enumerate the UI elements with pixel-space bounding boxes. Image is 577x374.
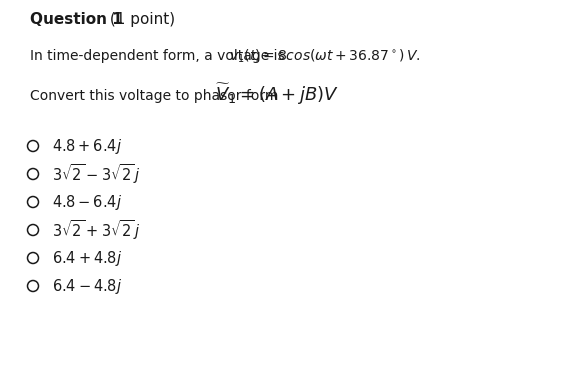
Text: $\widetilde{V}_1 = \left(A + jB\right) V$: $\widetilde{V}_1 = \left(A + jB\right) V… [215, 82, 339, 107]
Text: $v_1(t) = 8cos(\omega t + 36.87^\circ)\, V.$: $v_1(t) = 8cos(\omega t + 36.87^\circ)\,… [229, 47, 421, 65]
Text: $3\sqrt{2} + 3\sqrt{2}\,j$: $3\sqrt{2} + 3\sqrt{2}\,j$ [52, 218, 141, 242]
Text: $3\sqrt{2} - 3\sqrt{2}\,j$: $3\sqrt{2} - 3\sqrt{2}\,j$ [52, 162, 141, 186]
Text: $6.4 + 4.8j$: $6.4 + 4.8j$ [52, 248, 122, 267]
Text: Question 1: Question 1 [30, 12, 123, 27]
Text: $4.8 + 6.4j$: $4.8 + 6.4j$ [52, 137, 122, 156]
Text: In time-dependent form, a voltage is: In time-dependent form, a voltage is [30, 49, 289, 63]
Text: $4.8 - 6.4j$: $4.8 - 6.4j$ [52, 193, 122, 212]
Text: $6.4 - 4.8j$: $6.4 - 4.8j$ [52, 276, 122, 295]
Text: Convert this voltage to phasor form: Convert this voltage to phasor form [30, 89, 283, 103]
Text: (1 point): (1 point) [105, 12, 175, 27]
